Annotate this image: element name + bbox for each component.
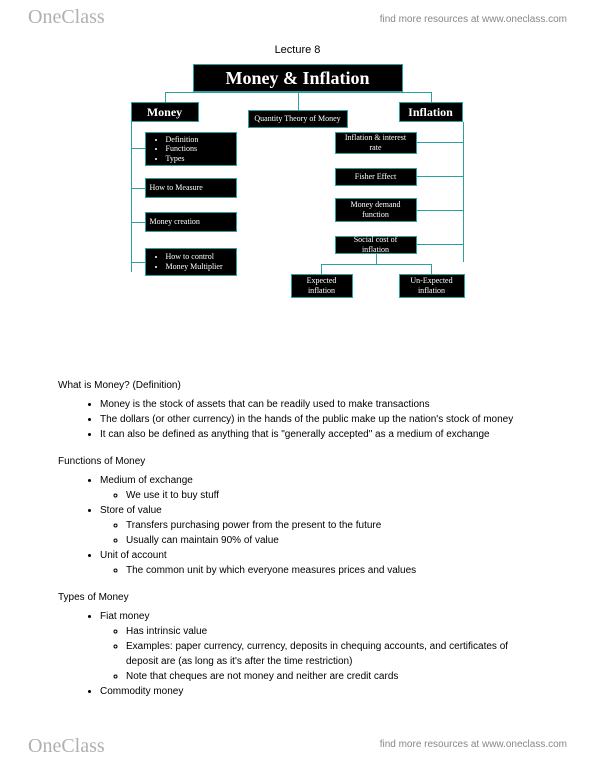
tagline-bottom: find more resources at www.oneclass.com xyxy=(380,739,567,750)
types-list: Fiat money Has intrinsic value Examples:… xyxy=(100,609,537,699)
sub-item: We use it to buy stuff xyxy=(126,488,537,503)
item-label: Unit of account xyxy=(100,550,167,561)
right-box-4: Social cost of inflation xyxy=(335,236,417,254)
connector xyxy=(131,222,145,223)
sub-item: Examples: paper currency, currency, depo… xyxy=(126,639,537,669)
right-box-2: Fisher Effect xyxy=(335,168,417,186)
tagline-top: find more resources at www.oneclass.com xyxy=(380,14,567,25)
qtm-box: Quantity Theory of Money xyxy=(248,110,348,128)
section-heading-types: Types of Money xyxy=(58,592,537,603)
list-item: Store of value Transfers purchasing powe… xyxy=(100,503,537,548)
connector xyxy=(321,264,322,274)
connector xyxy=(417,176,463,177)
connector xyxy=(417,244,463,245)
money-inflation-diagram: Money & Inflation Money Quantity Theory … xyxy=(113,64,483,334)
sub-item: Usually can maintain 90% of value xyxy=(126,533,537,548)
left-box-3: Money creation xyxy=(145,212,237,232)
logo-top: OneClass xyxy=(28,6,105,29)
logo-bottom: OneClass xyxy=(28,735,105,758)
list-item: Medium of exchange We use it to buy stuf… xyxy=(100,473,537,503)
list-item: Definition xyxy=(166,135,199,145)
right-box-5: Expected inflation xyxy=(291,274,353,298)
connector xyxy=(321,264,431,265)
connector xyxy=(463,122,464,262)
connector xyxy=(131,262,145,263)
diagram-title-box: Money & Inflation xyxy=(193,64,403,92)
connector xyxy=(131,148,145,149)
connector xyxy=(431,264,432,274)
inflation-section-box: Inflation xyxy=(399,102,463,122)
functions-list: Medium of exchange We use it to buy stuf… xyxy=(100,473,537,578)
connector xyxy=(431,92,432,102)
logo-text: OneClass xyxy=(28,6,105,28)
list-item: Unit of account The common unit by which… xyxy=(100,548,537,578)
money-section-box: Money xyxy=(131,102,199,122)
logo-text: OneClass xyxy=(28,735,105,757)
page-content: Lecture 8 Money & Inflation Money Quanti… xyxy=(58,44,537,699)
list-item: How to control xyxy=(166,252,223,262)
sub-item: The common unit by which everyone measur… xyxy=(126,563,537,578)
sub-item: Has intrinsic value xyxy=(126,624,537,639)
connector xyxy=(298,92,299,110)
connector xyxy=(165,92,166,102)
left-box-2: How to Measure xyxy=(145,178,237,198)
connector xyxy=(131,122,132,272)
left-box-4: How to control Money Multiplier xyxy=(145,248,237,276)
list-item: Fiat money Has intrinsic value Examples:… xyxy=(100,609,537,684)
definition-list: Money is the stock of assets that can be… xyxy=(100,397,537,442)
right-box-1: Inflation & interest rate xyxy=(335,132,417,154)
section-heading-functions: Functions of Money xyxy=(58,456,537,467)
connector xyxy=(131,188,145,189)
connector xyxy=(417,210,463,211)
list-item: It can also be defined as anything that … xyxy=(100,427,537,442)
section-heading-definition: What is Money? (Definition) xyxy=(58,380,537,391)
list-item: The dollars (or other currency) in the h… xyxy=(100,412,537,427)
list-item: Money Multiplier xyxy=(166,262,223,272)
item-label: Fiat money xyxy=(100,611,149,622)
item-label: Medium of exchange xyxy=(100,475,193,486)
item-label: Commodity money xyxy=(100,686,183,697)
right-box-3: Money demand function xyxy=(335,198,417,222)
lecture-title: Lecture 8 xyxy=(58,44,537,56)
connector xyxy=(417,142,463,143)
item-label: Store of value xyxy=(100,505,162,516)
list-item: Types xyxy=(166,154,199,164)
list-item: Commodity money xyxy=(100,684,537,699)
right-box-6: Un-Expected inflation xyxy=(399,274,465,298)
connector xyxy=(376,254,377,264)
list-item: Functions xyxy=(166,144,199,154)
diagram-container: Money & Inflation Money Quantity Theory … xyxy=(113,64,483,334)
sub-item: Note that cheques are not money and neit… xyxy=(126,669,537,684)
left-box-1: Definition Functions Types xyxy=(145,132,237,166)
list-item: Money is the stock of assets that can be… xyxy=(100,397,537,412)
sub-item: Transfers purchasing power from the pres… xyxy=(126,518,537,533)
